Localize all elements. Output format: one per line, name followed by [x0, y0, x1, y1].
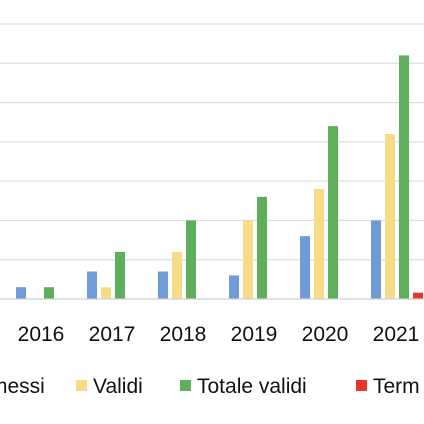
legend-swatch	[180, 380, 191, 391]
legend-item: Totale validi	[180, 375, 307, 398]
bar-2021-series-4	[413, 292, 423, 299]
legend-label: messi	[0, 375, 45, 398]
bar-2018-series-3	[186, 220, 196, 299]
bar-2018-series-2	[172, 251, 182, 299]
bar-2017-series-2	[101, 287, 111, 299]
bar-2019-series-3	[257, 196, 267, 299]
x-tick-label: 2016	[18, 323, 65, 346]
bar-2020-series-1	[300, 236, 310, 299]
bar-2020-series-3	[328, 126, 338, 300]
bar-2019-series-1	[229, 275, 239, 299]
legend: messi Validi Totale validi Term	[0, 375, 420, 398]
x-tick-label: 2019	[231, 323, 278, 346]
legend-swatch	[76, 380, 87, 391]
legend-swatch	[356, 380, 367, 391]
x-tick-labels: 2016 2017 2018 2019 2020 2021	[18, 323, 420, 346]
x-tick-label: 2020	[302, 323, 349, 346]
gridlines	[0, 23, 424, 261]
bar-2016-series-3	[44, 287, 54, 299]
x-tick-label: 2018	[160, 323, 207, 346]
legend-label: Validi	[93, 375, 143, 398]
legend-item: messi	[0, 375, 45, 398]
bar-2018-series-1	[158, 271, 168, 299]
legend-item: Term	[356, 375, 420, 398]
bar-2017-series-3	[115, 251, 125, 299]
bar-2020-series-2	[314, 189, 324, 299]
bar-2021-series-2	[385, 134, 395, 299]
bar-2017-series-1	[87, 271, 97, 299]
x-tick-label: 2021	[373, 323, 420, 346]
bar-2021-series-1	[371, 220, 381, 299]
legend-label: Term	[373, 375, 420, 398]
bars	[16, 55, 423, 300]
legend-label: Totale validi	[197, 375, 307, 398]
legend-item: Validi	[76, 375, 143, 398]
bar-2016-series-1	[16, 287, 26, 299]
bar-2021-series-3	[399, 55, 409, 299]
bar-2019-series-2	[243, 220, 253, 299]
x-tick-label: 2017	[89, 323, 136, 346]
